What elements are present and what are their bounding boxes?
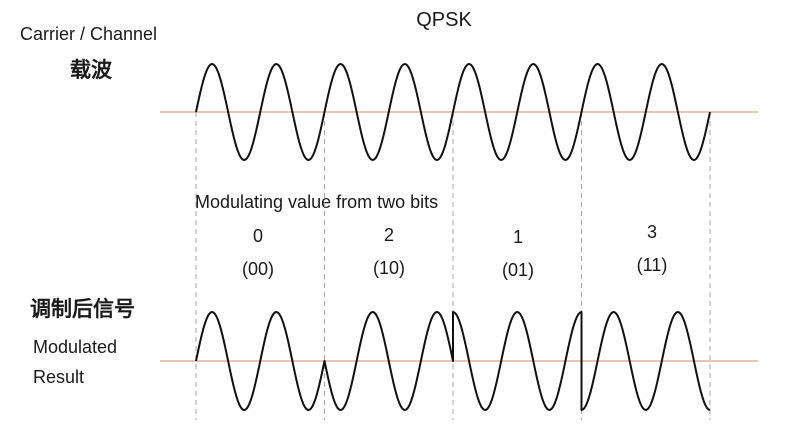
segment-2-value: 1: [513, 227, 523, 247]
carrier-waveform: [195, 63, 711, 161]
segment-labels: 0 (00) 2 (10) 1 (01) 3 (11): [242, 222, 667, 280]
modulated-waveform: [195, 311, 711, 411]
carrier-label-zh: 载波: [70, 58, 113, 82]
segment-3-value: 3: [647, 222, 657, 242]
segment-1-value: 2: [384, 225, 394, 245]
segment-1-bits: (10): [373, 258, 405, 278]
segment-2-bits: (01): [502, 260, 534, 280]
segment-3-bits: (11): [637, 255, 668, 275]
result-label-en-line1: Modulated: [33, 337, 117, 357]
segment-0-bits: (00): [242, 259, 274, 279]
carrier-label-en: Carrier / Channel: [20, 24, 157, 44]
diagram-title: QPSK: [416, 9, 472, 31]
modulation-caption: Modulating value from two bits: [195, 192, 438, 212]
result-label-zh: 调制后信号: [30, 297, 135, 321]
segment-0-value: 0: [253, 226, 263, 246]
result-label-en-line2: Result: [33, 367, 84, 387]
